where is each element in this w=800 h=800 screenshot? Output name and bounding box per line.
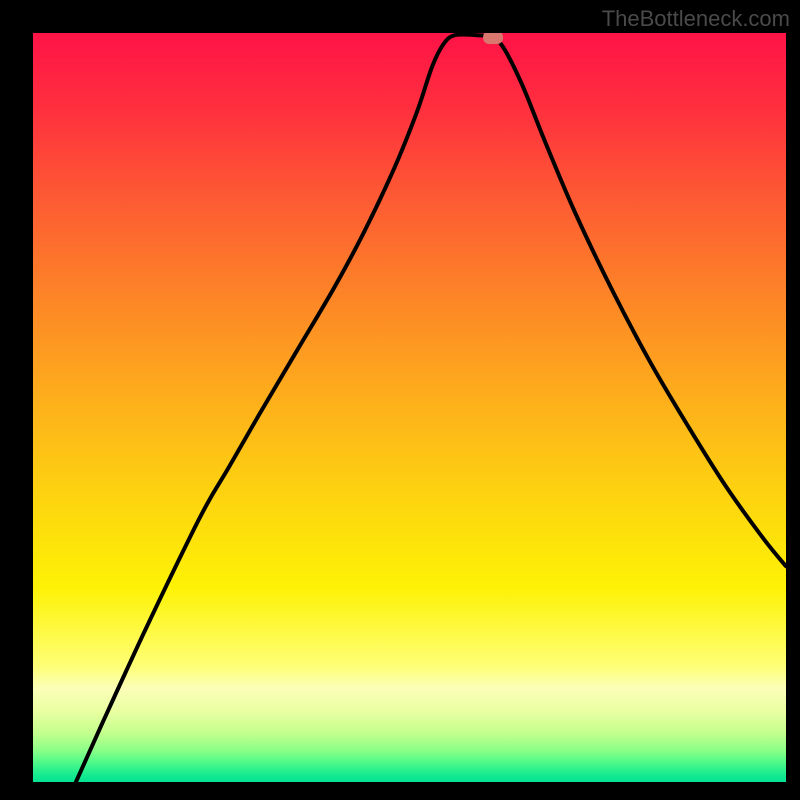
optimal-point-marker bbox=[483, 33, 503, 44]
plot-area bbox=[33, 33, 786, 782]
chart-frame: TheBottleneck.com bbox=[0, 0, 800, 800]
watermark-text: TheBottleneck.com bbox=[602, 6, 790, 32]
gradient-background bbox=[33, 33, 786, 782]
